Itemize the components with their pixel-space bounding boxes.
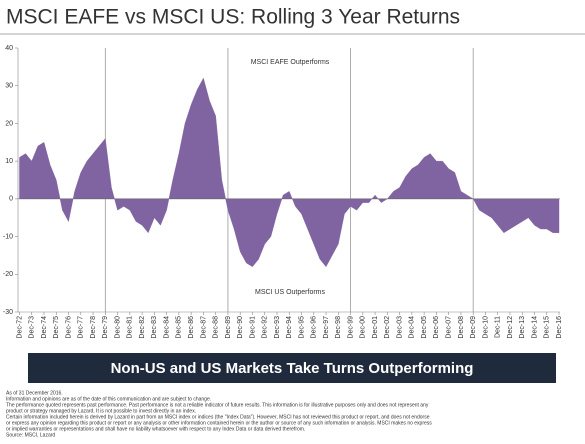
- x-tick-label: Dec-08: [458, 316, 465, 339]
- x-tick-label: Dec-79: [102, 316, 109, 339]
- x-tick-label: Dec-97: [323, 316, 330, 339]
- x-tick-label: Dec-06: [433, 316, 440, 339]
- x-tick-label: Dec-90: [237, 316, 244, 339]
- y-tick-label: 30: [5, 83, 13, 90]
- x-tick-label: Dec-95: [298, 316, 305, 339]
- y-tick-label: 40: [5, 45, 13, 52]
- x-tick-label: Dec-85: [176, 316, 183, 339]
- x-tick-label: Dec-73: [29, 316, 36, 339]
- x-tick-label: Dec-02: [384, 316, 391, 339]
- chart-title: MSCI EAFE vs MSCI US: Rolling 3 Year Ret…: [6, 6, 460, 29]
- x-tick-label: Dec-01: [372, 316, 379, 339]
- x-tick-label: Dec-74: [41, 316, 48, 339]
- x-tick-label: Dec-14: [531, 316, 538, 339]
- x-tick-label: Dec-93: [274, 316, 281, 339]
- x-tick-label: Dec-72: [16, 316, 23, 339]
- x-tick-label: Dec-99: [347, 316, 354, 339]
- x-tick-label: Dec-13: [519, 316, 526, 339]
- annotation: MSCI US Outperforms: [255, 289, 326, 296]
- x-tick-label: Dec-00: [360, 316, 367, 339]
- x-tick-label: Dec-82: [139, 316, 146, 339]
- y-tick-label: 0: [9, 196, 13, 203]
- x-tick-label: Dec-05: [421, 316, 428, 339]
- x-tick-label: Dec-84: [163, 316, 170, 339]
- x-tick-label: Dec-04: [409, 316, 416, 339]
- footnote: Certain information included herein is d…: [6, 414, 430, 420]
- x-tick-label: Dec-15: [544, 316, 551, 339]
- footnote: The performance quoted represents past p…: [6, 402, 429, 408]
- x-tick-label: Dec-83: [151, 316, 158, 339]
- banner-box: [28, 353, 556, 383]
- x-tick-label: Dec-16: [556, 316, 563, 339]
- x-tick-label: Dec-92: [262, 316, 269, 339]
- x-tick-label: Dec-03: [396, 316, 403, 339]
- x-tick-label: Dec-98: [335, 316, 342, 339]
- x-tick-label: Dec-77: [78, 316, 85, 339]
- x-tick-label: Dec-12: [507, 316, 514, 339]
- y-tick-label: -20: [3, 271, 13, 278]
- x-tick-label: Dec-10: [482, 316, 489, 339]
- x-tick-label: Dec-09: [470, 316, 477, 339]
- y-tick-label: -30: [3, 309, 13, 316]
- x-tick-label: Dec-07: [446, 316, 453, 339]
- x-tick-label: Dec-91: [249, 316, 256, 339]
- footnote: or express any opinion regarding this pr…: [6, 420, 432, 426]
- x-tick-label: Dec-96: [311, 316, 318, 339]
- footnote: Information and opinions are as of the d…: [6, 396, 211, 402]
- y-tick-label: 10: [5, 158, 13, 165]
- x-tick-label: Dec-94: [286, 316, 293, 339]
- x-tick-label: Dec-86: [188, 316, 195, 339]
- x-tick-label: Dec-87: [200, 316, 207, 339]
- x-tick-label: Dec-89: [225, 316, 232, 339]
- y-tick-label: -10: [3, 233, 13, 240]
- x-tick-label: Dec-80: [114, 316, 121, 339]
- banner: Non-US and US Markets Take Turns Outperf…: [111, 360, 474, 377]
- annotation: MSCI EAFE Outperforms: [251, 59, 330, 66]
- x-tick-label: Dec-78: [90, 316, 97, 339]
- x-tick-label: Dec-81: [127, 316, 134, 339]
- x-tick-label: Dec-11: [495, 316, 502, 338]
- y-tick-label: 20: [5, 120, 13, 127]
- footnote: As of 31 December 2016.: [6, 390, 63, 396]
- footnote: or implied warranties or representations…: [6, 426, 305, 432]
- x-tick-label: Dec-88: [213, 316, 220, 339]
- x-tick-label: Dec-76: [65, 316, 72, 339]
- x-tick-label: Dec-75: [53, 316, 60, 339]
- footnote: Source: MSCI, Lazard: [6, 432, 55, 438]
- footnote: product or strategy managed by Lazard. I…: [6, 408, 196, 414]
